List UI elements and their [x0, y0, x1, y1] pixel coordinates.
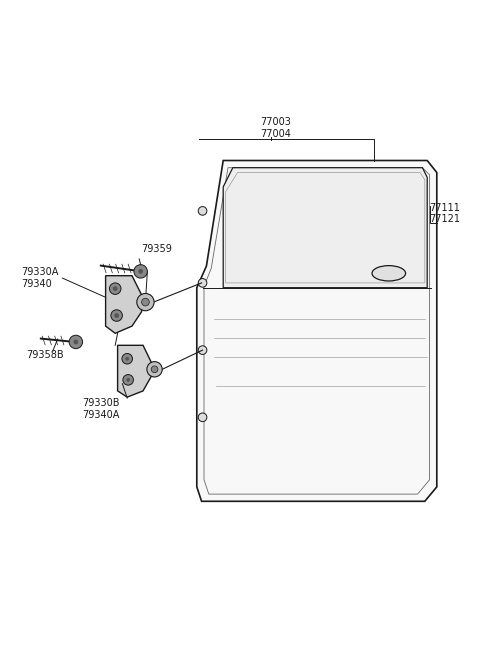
Circle shape — [198, 346, 207, 354]
Circle shape — [138, 269, 143, 274]
Circle shape — [151, 366, 158, 373]
Text: 79330B
79340A: 79330B 79340A — [82, 398, 120, 420]
Ellipse shape — [372, 265, 406, 281]
Polygon shape — [118, 346, 151, 397]
Text: 77111
77121: 77111 77121 — [430, 202, 461, 224]
Text: 79359: 79359 — [142, 244, 172, 254]
Circle shape — [198, 279, 207, 287]
Circle shape — [111, 310, 122, 321]
Circle shape — [69, 335, 83, 349]
Text: 79330A
79340: 79330A 79340 — [22, 267, 59, 289]
Polygon shape — [197, 160, 437, 501]
Polygon shape — [106, 276, 142, 333]
Circle shape — [134, 265, 147, 278]
Circle shape — [123, 374, 133, 385]
Circle shape — [147, 361, 162, 377]
Circle shape — [142, 298, 149, 306]
Circle shape — [114, 313, 119, 318]
Circle shape — [137, 294, 154, 311]
Text: 77003
77004: 77003 77004 — [261, 118, 291, 139]
Circle shape — [198, 413, 207, 422]
Circle shape — [122, 353, 132, 364]
Polygon shape — [223, 168, 427, 288]
Circle shape — [126, 378, 130, 382]
Circle shape — [198, 206, 207, 215]
Text: 79358B: 79358B — [26, 350, 64, 360]
Circle shape — [73, 340, 78, 344]
Circle shape — [113, 286, 118, 291]
Circle shape — [125, 357, 129, 361]
Circle shape — [109, 283, 121, 294]
